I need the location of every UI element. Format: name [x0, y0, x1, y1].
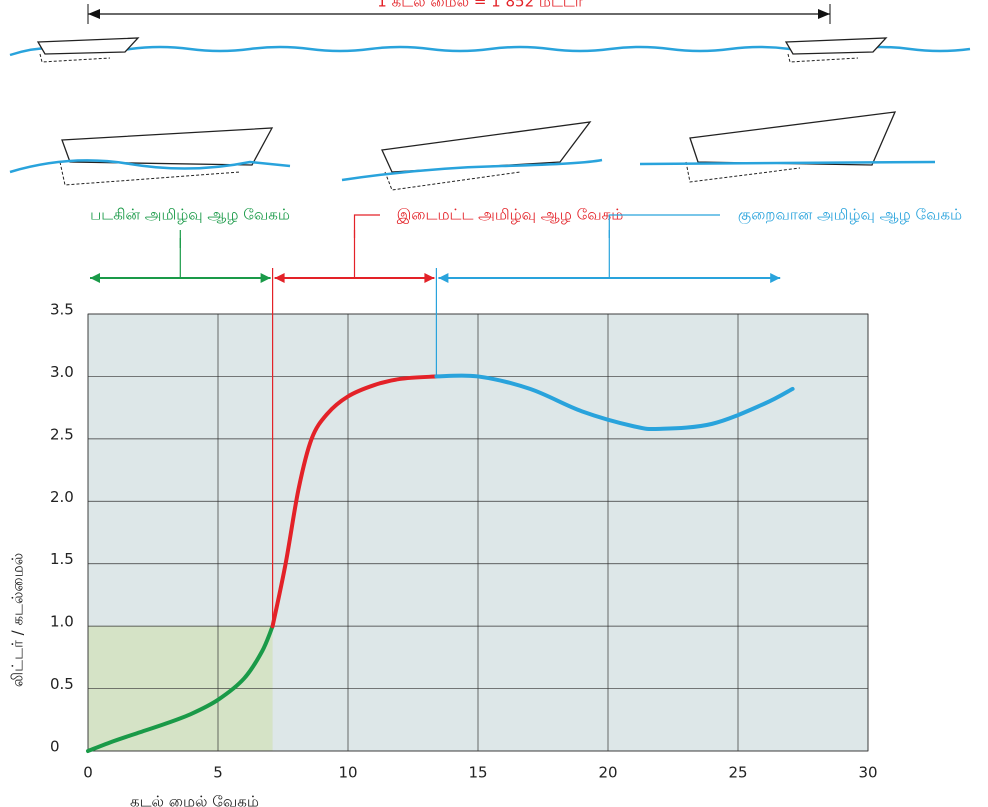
x-tick-label: 30 [858, 764, 877, 782]
arrow-head [261, 273, 271, 283]
x-tick-label: 0 [83, 764, 93, 782]
zone-label: படகின் அமிழ்வு ஆழ வேகம் [90, 206, 290, 224]
x-tick-label: 20 [598, 764, 617, 782]
y-tick-label: 2.0 [50, 488, 74, 506]
y-tick-label: 3.5 [50, 301, 74, 319]
arrow-head [770, 273, 780, 283]
y-tick-label: 3.0 [50, 363, 74, 381]
y-tick-label: 1.5 [50, 550, 74, 568]
y-tick-label: 0.5 [50, 675, 74, 693]
arrow-head [438, 273, 448, 283]
x-tick-label: 5 [213, 764, 223, 782]
arrow-head [90, 273, 100, 283]
chart: 1 கடல் மைல் = 1 852 மீட்டர் கடல் மைல் வே… [0, 0, 988, 807]
y-tick-label: 1.0 [50, 613, 74, 631]
x-axis-label: கடல் மைல் வேகம் [130, 793, 259, 807]
distance-note: 1 கடல் மைல் = 1 852 மீட்டர் [377, 0, 583, 11]
arrow-head [424, 273, 434, 283]
y-tick-label: 0 [50, 738, 60, 756]
y-axis-label: லிட்டர் / கடல்மைல் [9, 553, 27, 687]
zone-connector [355, 215, 381, 238]
arrow-head [275, 273, 285, 283]
zone-connector [609, 215, 720, 238]
illustration [10, 4, 970, 190]
y-tick-label: 2.5 [50, 425, 74, 443]
x-tick-label: 25 [728, 764, 747, 782]
zone-label: இடைமட்ட அமிழ்வு ஆழ வேகம் [397, 206, 624, 224]
x-tick-label: 15 [468, 764, 487, 782]
zone-label: குறைவான அமிழ்வு ஆழ வேகம் [738, 206, 962, 225]
x-tick-label: 10 [338, 764, 357, 782]
